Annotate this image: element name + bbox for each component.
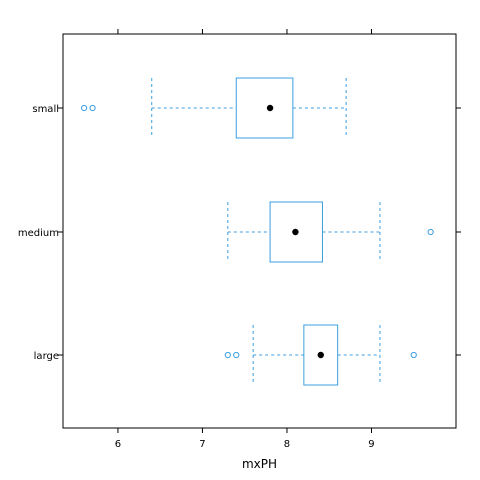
median-dot — [317, 351, 324, 359]
outlier-point — [224, 351, 231, 359]
x-tick-label: 9 — [368, 439, 374, 450]
iqr-box — [235, 77, 294, 139]
plot-frame — [62, 33, 457, 429]
y-category-label: medium — [18, 228, 59, 239]
iqr-box — [303, 324, 339, 386]
x-axis-title: mxPH — [242, 457, 277, 471]
y-category-label: small — [32, 104, 59, 115]
x-tick-label: 7 — [199, 439, 205, 450]
outlier-point — [81, 104, 88, 112]
y-category-label: large — [34, 351, 59, 362]
outlier-point — [410, 351, 417, 359]
outlier-point — [233, 351, 240, 359]
iqr-box — [269, 201, 323, 263]
box-group-medium — [227, 201, 434, 263]
x-tick-label: 8 — [284, 439, 290, 450]
median-dot — [266, 104, 274, 112]
outlier-point — [427, 228, 434, 236]
box-group-small — [81, 77, 347, 139]
x-tick-label: 6 — [115, 439, 121, 450]
box-group-large — [224, 324, 417, 386]
outlier-point — [89, 104, 96, 112]
median-dot — [292, 228, 299, 236]
